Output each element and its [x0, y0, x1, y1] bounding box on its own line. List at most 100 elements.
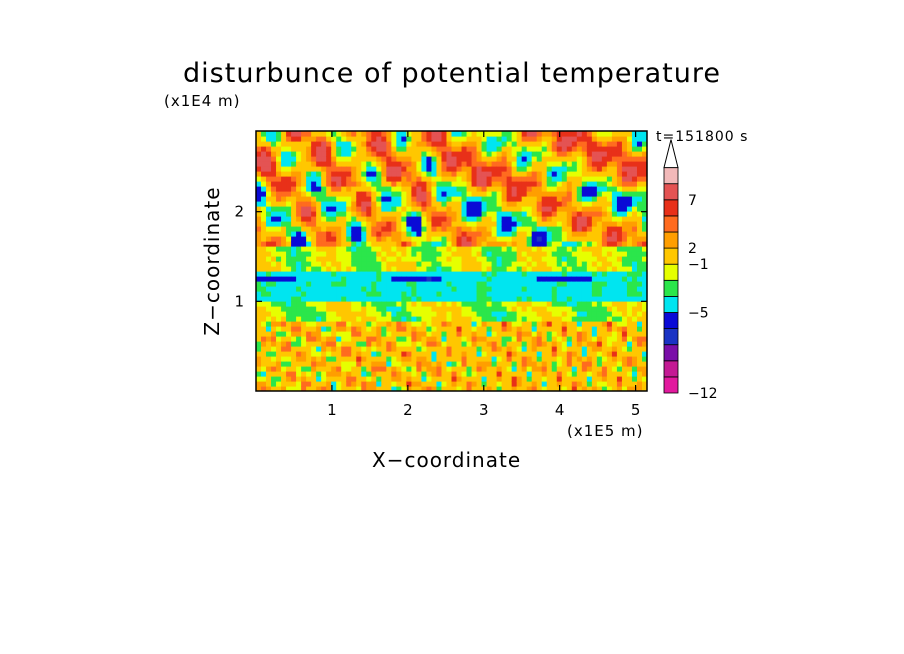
heatmap-cell [301, 161, 307, 167]
heatmap-cell [471, 261, 478, 267]
heatmap-cell [301, 306, 307, 312]
heatmap-cell [566, 211, 573, 217]
heatmap-cell [276, 261, 282, 267]
heatmap-cell [256, 376, 262, 382]
heatmap-cell [476, 336, 483, 342]
heatmap-cell [336, 311, 342, 317]
heatmap-cell [596, 246, 603, 252]
heatmap-cell [641, 361, 647, 367]
heatmap-cell [551, 331, 558, 337]
heatmap-cell [591, 241, 598, 247]
heatmap-cell [636, 231, 643, 237]
heatmap-cell [561, 191, 568, 197]
heatmap-cell [266, 316, 272, 322]
heatmap-cell [421, 226, 428, 232]
heatmap-cell [326, 366, 332, 372]
heatmap-cell [536, 296, 543, 302]
heatmap-cell [621, 266, 628, 272]
heatmap-cell [596, 366, 603, 372]
heatmap-cell [541, 276, 548, 282]
heatmap-cell [641, 226, 647, 232]
heatmap-cell [381, 206, 387, 212]
heatmap-cell [641, 191, 647, 197]
heatmap-cell [286, 281, 292, 287]
x-tick-label: 2 [403, 401, 413, 419]
heatmap-cell [486, 216, 493, 222]
heatmap-cell [576, 266, 583, 272]
heatmap-cell [456, 361, 463, 367]
colorbar-swatch [663, 247, 679, 265]
heatmap-cell [596, 241, 603, 247]
heatmap-cell [486, 131, 493, 137]
heatmap-cell [281, 321, 287, 327]
heatmap-cell [431, 176, 438, 182]
heatmap-cell [531, 346, 538, 352]
heatmap-cell [336, 131, 342, 137]
heatmap-cell [536, 221, 543, 227]
heatmap-cell [266, 386, 272, 391]
heatmap-cell [586, 341, 593, 347]
heatmap-cell [346, 291, 352, 297]
heatmap-cell [476, 346, 483, 352]
heatmap-cell [306, 186, 312, 192]
heatmap-cell [276, 351, 282, 357]
heatmap-cell [466, 156, 473, 162]
heatmap-cell [436, 246, 443, 252]
heatmap-cell [256, 221, 262, 227]
heatmap-cell [316, 296, 322, 302]
heatmap-cell [526, 236, 533, 242]
heatmap-cell [441, 221, 448, 227]
heatmap-cell [401, 386, 407, 391]
heatmap-cell [286, 361, 292, 367]
heatmap-cell [496, 281, 503, 287]
heatmap-cell [386, 161, 392, 167]
heatmap-cell [561, 246, 568, 252]
heatmap-cell [526, 316, 533, 322]
heatmap-cell [266, 221, 272, 227]
heatmap-cell [266, 296, 272, 302]
heatmap-cell [571, 321, 578, 327]
heatmap-cell [616, 371, 623, 377]
heatmap-cell [521, 281, 528, 287]
heatmap-cell [341, 331, 347, 337]
heatmap-cell [556, 301, 563, 307]
heatmap-cell [476, 211, 483, 217]
heatmap-cell [461, 236, 468, 242]
heatmap-cell [426, 211, 433, 217]
heatmap-cell [301, 181, 307, 187]
heatmap-cell [451, 326, 458, 332]
heatmap-cell [621, 256, 628, 262]
heatmap-cell [521, 306, 528, 312]
heatmap-cell [451, 276, 458, 282]
heatmap-cell [491, 286, 498, 292]
heatmap-cell [501, 206, 508, 212]
heatmap-cell [621, 206, 628, 212]
heatmap-cell [416, 266, 423, 272]
heatmap-cell [316, 341, 322, 347]
heatmap-cell [541, 346, 548, 352]
heatmap-cell [466, 171, 473, 177]
heatmap-cell [531, 316, 538, 322]
heatmap-cell [336, 346, 342, 352]
heatmap-cell [616, 251, 623, 257]
heatmap-cell [416, 221, 423, 227]
heatmap-cell [471, 156, 478, 162]
heatmap-cell [411, 331, 418, 337]
heatmap-cell [611, 316, 618, 322]
heatmap-cell [536, 341, 543, 347]
heatmap-cell [546, 146, 553, 152]
heatmap-cell [481, 186, 488, 192]
heatmap-cell [301, 356, 307, 362]
heatmap-cell [371, 361, 377, 367]
heatmap-cell [481, 371, 488, 377]
heatmap-cell [351, 176, 357, 182]
heatmap-cell [356, 206, 362, 212]
heatmap-cell [476, 151, 483, 157]
heatmap-cell [581, 266, 588, 272]
heatmap-cell [286, 311, 292, 317]
heatmap-cell [301, 171, 307, 177]
heatmap-cell [531, 151, 538, 157]
heatmap-cell [401, 311, 407, 317]
heatmap-cell [526, 201, 533, 207]
heatmap-cell [516, 311, 523, 317]
